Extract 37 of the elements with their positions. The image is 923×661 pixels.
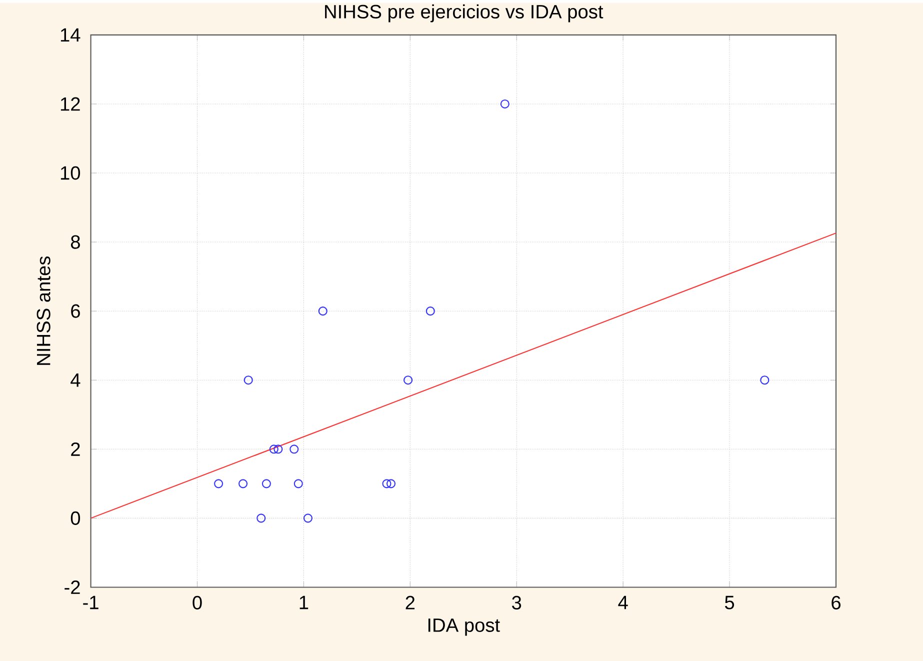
point: [269, 444, 278, 454]
point: [382, 479, 392, 488]
y-tick-label: 2: [71, 442, 80, 456]
point: [274, 444, 283, 454]
point: [294, 479, 303, 488]
x-axis-title: IDA post: [428, 618, 500, 636]
point: [500, 99, 510, 108]
point: [262, 479, 271, 488]
point: [760, 376, 770, 385]
y-tick-label: 4: [70, 374, 80, 387]
point: [404, 376, 413, 385]
x-tick-label: 6: [832, 596, 840, 610]
point: [386, 479, 396, 488]
point: [244, 376, 253, 385]
y-tick-label: -2: [64, 580, 80, 594]
x-tick-label: 5: [724, 596, 734, 610]
x-tick-label: 4: [618, 596, 628, 610]
x-tick-label: 1: [300, 596, 308, 610]
x-tick-label: -1: [83, 596, 98, 610]
x-tick-label: 3: [512, 596, 522, 610]
y-tick-label: 10: [60, 166, 80, 180]
y-tick-label: 12: [60, 97, 80, 111]
point: [303, 514, 312, 523]
y-tick-label: 14: [60, 28, 80, 42]
point: [214, 479, 224, 488]
y-axis-title: NIHSS antes: [36, 256, 50, 365]
point: [318, 306, 328, 316]
point: [290, 444, 299, 454]
point: [256, 514, 266, 523]
y-tick-label: 6: [71, 304, 80, 318]
point: [238, 479, 248, 488]
x-tick-label: 2: [406, 596, 415, 610]
point: [426, 306, 435, 316]
y-tick-label: 8: [70, 235, 80, 249]
y-tick-label: 0: [70, 511, 80, 525]
chart-title: NIHSS pre ejercicios vs IDA post: [325, 4, 604, 22]
x-tick-label: 0: [192, 596, 202, 610]
